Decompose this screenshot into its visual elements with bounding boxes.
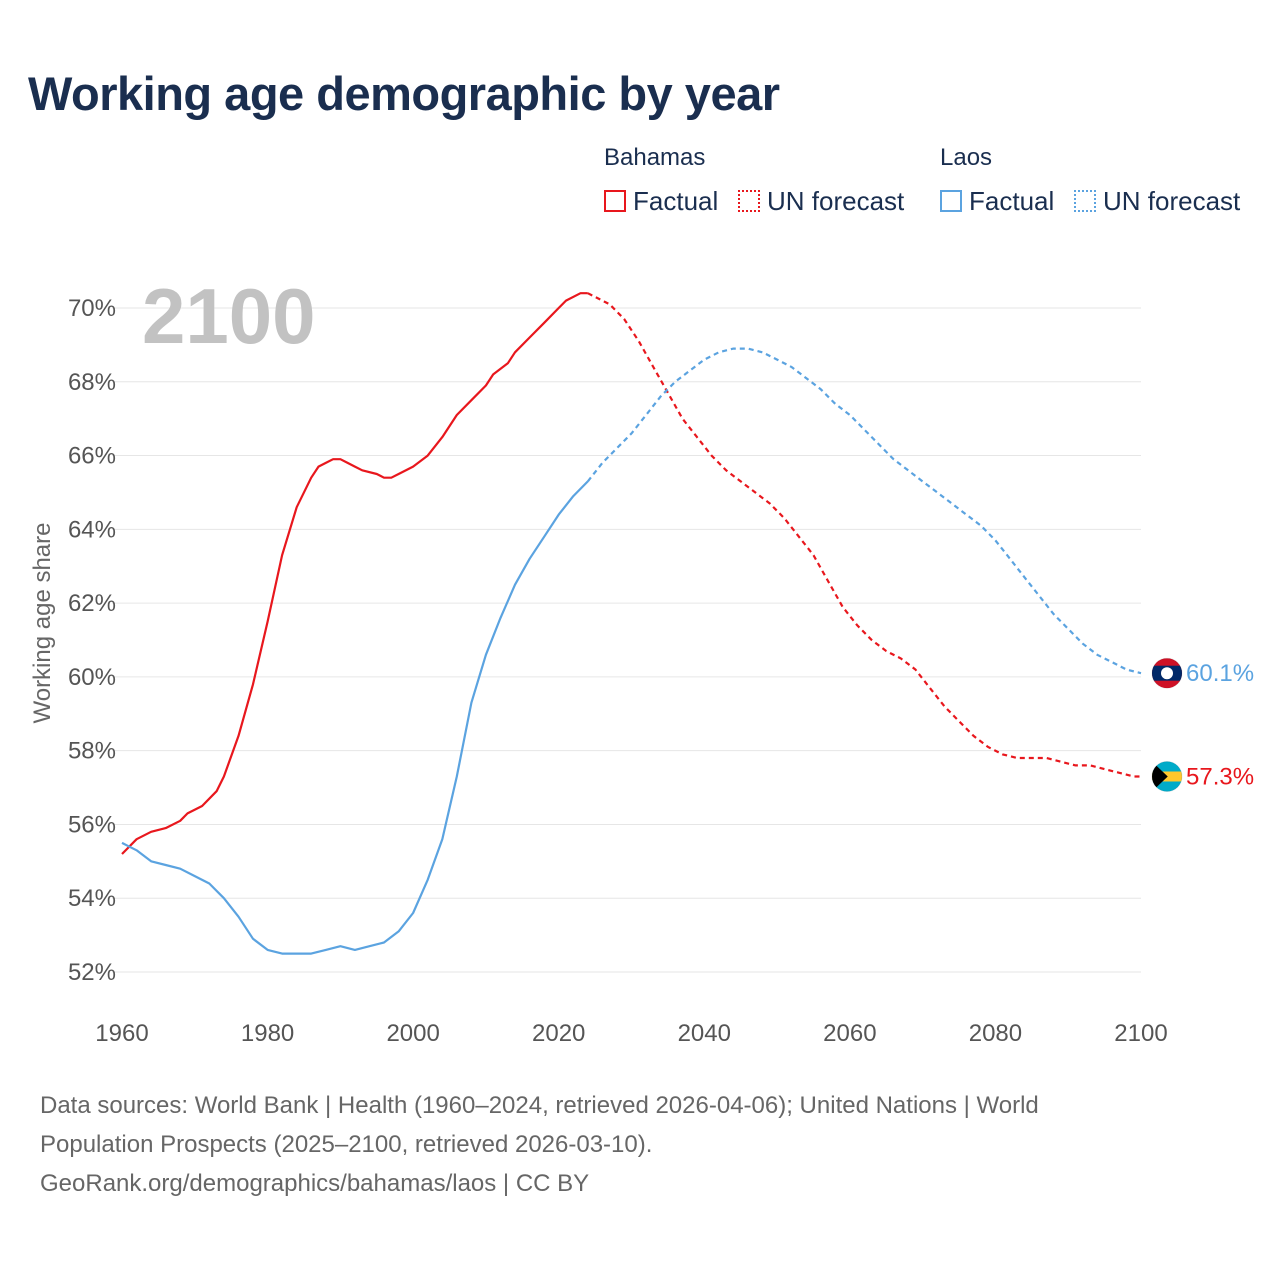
footer-sources-line1: Data sources: World Bank | Health (1960–…: [40, 1092, 1039, 1119]
y-tick-label: 68%: [68, 369, 116, 396]
legend-laos-forecast[interactable]: UN forecast: [1074, 186, 1240, 216]
legend-swatch-laos-factual: [940, 190, 962, 212]
x-tick-label: 2100: [1114, 1020, 1167, 1047]
legend-bahamas-forecast[interactable]: UN forecast: [738, 186, 904, 216]
y-tick-label: 66%: [68, 443, 116, 470]
end-label-laos: 60.1%: [1186, 660, 1254, 687]
series-line-laos-forecast[interactable]: [586, 347, 1142, 675]
y-tick-label: 56%: [68, 811, 116, 838]
flag-outline-bahamas: [1151, 760, 1183, 792]
legend-swatch-bahamas-factual: [604, 190, 626, 212]
flag-icon-laos: [1152, 658, 1182, 689]
y-tick-label: 64%: [68, 516, 116, 543]
y-tick-label: 58%: [68, 738, 116, 765]
legend-label-bahamas-factual: Factual: [633, 185, 719, 216]
footer: Data sources: World Bank | Health (1960–…: [40, 1086, 1240, 1203]
y-axis-title: Working age share: [29, 523, 56, 724]
legend-laos-factual[interactable]: Factual: [940, 186, 1054, 216]
legend-swatch-laos-forecast: [1074, 190, 1096, 212]
series-lines: [121, 292, 1142, 955]
y-tick-label: 54%: [68, 885, 116, 912]
x-tick-label: 2040: [678, 1020, 731, 1047]
series-line-bahamas-forecast[interactable]: [587, 292, 1141, 778]
y-tick-label: 62%: [68, 590, 116, 617]
y-tick-label: 52%: [68, 959, 116, 986]
footer-sources-line2: Population Prospects (2025–2100, retriev…: [40, 1131, 653, 1158]
end-label-bahamas: 57.3%: [1186, 763, 1254, 790]
y-axis-ticks: 52% 54% 56% 58% 60% 62% 64% 66% 68% 70%: [68, 295, 116, 986]
legend-group-bahamas: Bahamas: [604, 144, 706, 171]
x-tick-label: 2080: [969, 1020, 1022, 1047]
x-tick-label: 1980: [241, 1020, 294, 1047]
y-tick-label: 70%: [68, 295, 116, 322]
legend-label-laos-forecast: UN forecast: [1103, 185, 1241, 216]
series-line-laos-factual[interactable]: [121, 480, 589, 955]
year-label: 2100: [142, 272, 316, 360]
legend-bahamas-factual[interactable]: Factual: [604, 186, 718, 216]
y-tick-label: 60%: [68, 664, 116, 691]
x-tick-label: 2060: [823, 1020, 876, 1047]
flag-icon-bahamas: [1152, 761, 1182, 792]
footer-credit[interactable]: GeoRank.org/demographics/bahamas/laos | …: [40, 1170, 590, 1197]
x-tick-label: 1960: [95, 1020, 148, 1047]
legend-label-laos-factual: Factual: [969, 185, 1055, 216]
chart-title: Working age demographic by year: [28, 67, 780, 120]
flag-outline-laos: [1151, 657, 1183, 689]
series-line-bahamas-factual[interactable]: [121, 292, 588, 855]
end-markers: 57.3% 60.1%: [1151, 657, 1254, 792]
legend-swatch-bahamas-forecast: [738, 190, 760, 212]
gridlines: [112, 307, 1141, 973]
x-tick-label: 2020: [532, 1020, 585, 1047]
x-axis-ticks: 1960 1980 2000 2020 2040 2060 2080 2100: [95, 1020, 1167, 1047]
legend-label-bahamas-forecast: UN forecast: [767, 185, 905, 216]
legend-group-laos: Laos: [940, 144, 993, 171]
x-tick-label: 2000: [386, 1020, 439, 1047]
